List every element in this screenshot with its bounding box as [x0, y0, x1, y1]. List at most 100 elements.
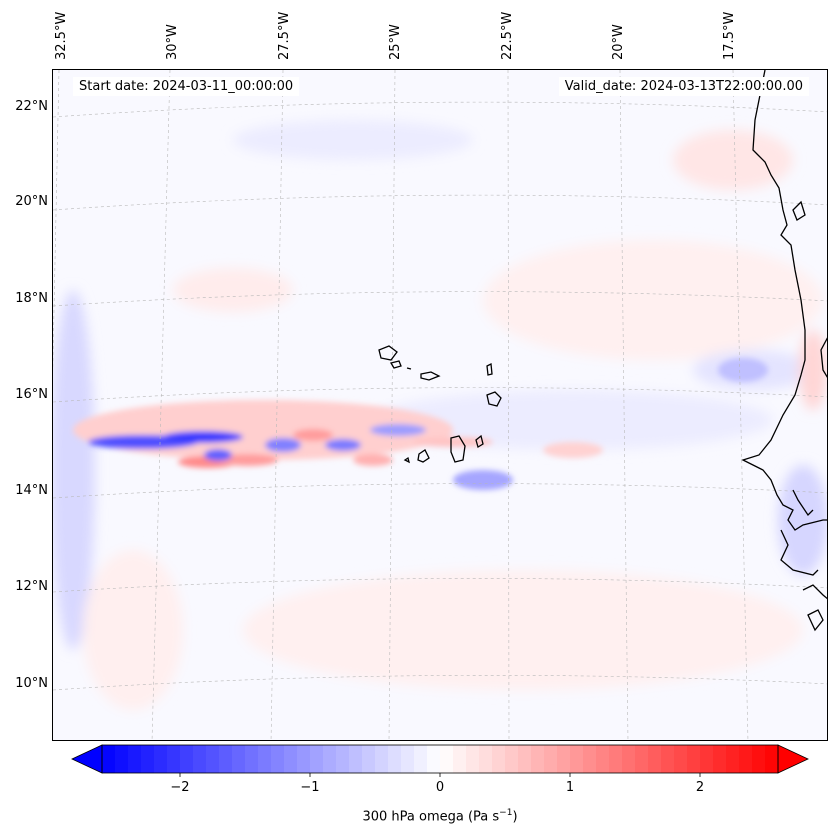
- colorbar-level-24: [414, 745, 428, 773]
- map-panel: [52, 69, 828, 741]
- brava-island: [403, 456, 410, 464]
- colorbar-level-4: [154, 745, 168, 773]
- lat-label-14n: 14°N: [15, 483, 48, 498]
- colorbar-level-42: [648, 745, 662, 773]
- colorbar-level-28: [466, 745, 480, 773]
- colorbar-tick-label-0: 0: [435, 780, 445, 795]
- lon-label-32-5w: 32.5°W: [54, 11, 69, 60]
- band-blue-cell-3: [325, 439, 361, 451]
- graticule: [53, 70, 827, 740]
- colorbar-outline: [101, 744, 779, 774]
- start-date-label: Start date: 2024-03-11_00:00:00: [73, 77, 300, 96]
- colorbar-level-38: [596, 745, 610, 773]
- colorbar-tick-label-neg2: −2: [170, 780, 190, 795]
- lon-label-30w: 30°W: [165, 24, 180, 60]
- santiago-island: [450, 435, 466, 463]
- colorbar-level-48: [726, 745, 740, 773]
- lat-label-20n: 20°N: [15, 194, 48, 209]
- africa-coastline: [741, 70, 827, 531]
- lat-label-22n: 22°N: [15, 99, 48, 114]
- colorbar-level-11: [245, 745, 259, 773]
- lon-label-27-5w: 27.5°W: [277, 11, 292, 60]
- colorbar-level-0: [102, 745, 116, 773]
- colorbar-level-47: [713, 745, 727, 773]
- valid-date-label: Valid_date: 2024-03-13T22:00:00.00: [558, 77, 809, 96]
- colorbar-level-21: [375, 745, 389, 773]
- colorbar-level-26: [440, 745, 454, 773]
- guinea-bissau-coast: [802, 584, 827, 600]
- fogo-island: [417, 449, 430, 463]
- colorbar-level-20: [362, 745, 376, 773]
- colorbar-level-23: [401, 745, 415, 773]
- colorbar-level-22: [388, 745, 402, 773]
- colorbar-level-43: [661, 745, 675, 773]
- gridline-22-5w: [507, 70, 510, 740]
- colorbar-level-19: [349, 745, 363, 773]
- band-blue-cell-5: [453, 470, 513, 490]
- colorbar-level-27: [453, 745, 467, 773]
- colorbar-level-16: [310, 745, 324, 773]
- colorbar-level-2: [128, 745, 142, 773]
- colorbar-level-46: [700, 745, 714, 773]
- gridline-27-5w: [270, 70, 284, 740]
- colorbar-level-45: [687, 745, 701, 773]
- northeast-ascent-patch: [673, 130, 793, 190]
- colorbar-level-5: [167, 745, 181, 773]
- north-subsidence: [233, 120, 473, 160]
- northeast-weak-ascent: [483, 240, 823, 360]
- boa-vista-island: [486, 391, 502, 407]
- colorbar-level-50: [752, 745, 766, 773]
- band-red-cell-3: [413, 437, 493, 447]
- band-blue-streak-2: [163, 431, 243, 443]
- colorbar-level-12: [258, 745, 272, 773]
- bijagos-islands: [807, 609, 824, 632]
- colorbar-tick-label-2: 2: [695, 780, 705, 795]
- santo-antao-island: [378, 345, 398, 361]
- colorbar-level-3: [141, 745, 155, 773]
- gridline-20w: [619, 70, 629, 740]
- southwest-ascent: [83, 550, 183, 710]
- lat-label-12n: 12°N: [15, 579, 48, 594]
- colorbar-level-25: [427, 745, 441, 773]
- colorbar-level-6: [180, 745, 194, 773]
- sao-nicolau-island: [420, 371, 441, 381]
- colorbar-level-18: [336, 745, 350, 773]
- colorbar-level-33: [531, 745, 545, 773]
- colorbar-level-35: [557, 745, 571, 773]
- colorbar-level-37: [583, 745, 597, 773]
- colorbar-level-13: [271, 745, 285, 773]
- band-blue-cell-4: [370, 424, 426, 436]
- santa-luzia-island: [406, 367, 412, 370]
- colorbar-level-41: [635, 745, 649, 773]
- colorbar-min-extend-arrow: [71, 744, 103, 774]
- lon-label-22-5w: 22.5°W: [500, 11, 515, 60]
- band-red-cell-4: [543, 442, 603, 458]
- colorbar-max-extend-arrow: [777, 744, 809, 774]
- omega-field-map: [53, 70, 827, 740]
- cap-vert-peninsula: [792, 489, 814, 517]
- colorbar-level-39: [609, 745, 623, 773]
- western-sahara-inlet: [792, 200, 806, 221]
- colorbar-level-17: [323, 745, 337, 773]
- colorbar-label: 300 hPa omega (Pa s−1): [0, 808, 837, 824]
- central-weak-subsidence: [373, 390, 773, 450]
- colorbar-level-7: [193, 745, 207, 773]
- lon-label-20w: 20°W: [611, 24, 626, 60]
- colorbar-level-34: [544, 745, 558, 773]
- band-red-streak-2: [218, 454, 278, 466]
- gambia-coast: [780, 529, 819, 576]
- colorbar-level-32: [518, 745, 532, 773]
- colorbar-tick-label-1: 1: [565, 780, 575, 795]
- colorbar-segments: [102, 745, 779, 773]
- southern-weak-ascent: [243, 570, 803, 690]
- colorbar-level-49: [739, 745, 753, 773]
- colorbar-label-suffix: ): [512, 809, 518, 825]
- colorbar-level-29: [479, 745, 493, 773]
- gridline-25w: [388, 70, 396, 740]
- colorbar-level-36: [570, 745, 584, 773]
- colorbar-level-31: [505, 745, 519, 773]
- band-red-cell-2: [353, 454, 393, 466]
- senegal-river-coast: [820, 337, 827, 378]
- lat-label-16n: 16°N: [15, 387, 48, 402]
- band-blue-cell-6: [718, 358, 768, 382]
